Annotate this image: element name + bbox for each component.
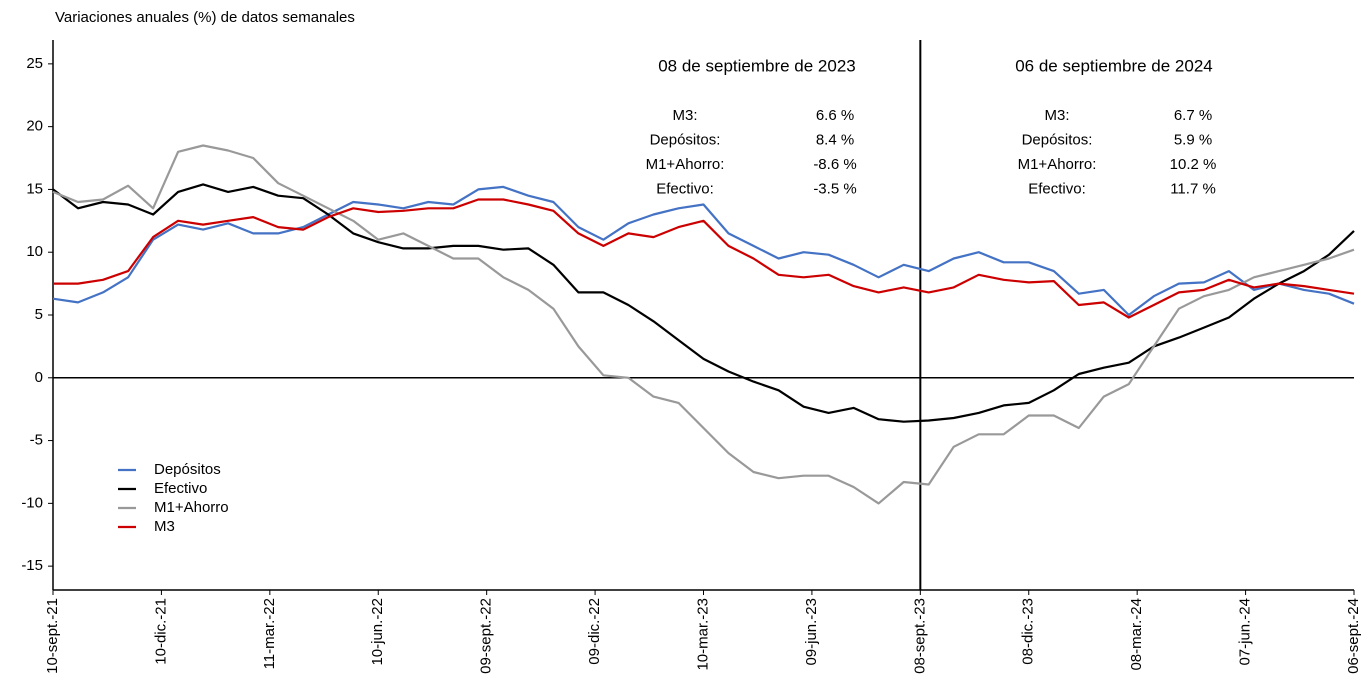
series-line: [53, 198, 1355, 319]
annotation-title: 06 de septiembre de 2024: [1015, 56, 1213, 75]
x-tick-label: 08-dic.-23: [1020, 598, 1037, 665]
annotation-label: M3:: [1044, 107, 1069, 124]
legend-label: M3: [154, 518, 175, 535]
annotation-label: Depósitos:: [650, 131, 721, 148]
annotation-value: 6.6 %: [816, 107, 854, 124]
y-tick-label: -5: [30, 432, 43, 449]
x-tick-label: 08-mar.-24: [1128, 598, 1145, 671]
chart-title: Variaciones anuales (%) de datos semanal…: [55, 9, 355, 26]
annotation-value: 6.7 %: [1174, 107, 1212, 124]
annotation-label: M1+Ahorro:: [1018, 156, 1097, 173]
legend-label: Efectivo: [154, 480, 207, 497]
annotation-value: -3.5 %: [813, 180, 856, 197]
x-tick-label: 10-sept.-21: [44, 598, 61, 674]
annotation-label: M1+Ahorro:: [646, 156, 725, 173]
legend-label: Depósitos: [154, 461, 221, 478]
annotation-value: 5.9 %: [1174, 131, 1212, 148]
x-tick-label: 06-sept.-24: [1345, 598, 1362, 674]
y-tick-label: -10: [21, 494, 43, 511]
annotation-value: 8.4 %: [816, 131, 854, 148]
annotation-value: 11.7 %: [1170, 180, 1216, 197]
annotation-value: 10.2 %: [1170, 156, 1217, 173]
x-tick-label: 07-jun.-24: [1237, 598, 1254, 666]
annotation-label: Efectivo:: [1028, 180, 1086, 197]
annotation-label: Depósitos:: [1022, 131, 1093, 148]
annotation-title: 08 de septiembre de 2023: [658, 56, 856, 75]
y-tick-label: 15: [26, 180, 43, 197]
series-line: [52, 144, 1355, 505]
annotation-label: Efectivo:: [656, 180, 714, 197]
x-tick-label: 09-jun.-23: [803, 598, 820, 666]
x-tick-label: 09-dic.-22: [586, 598, 603, 665]
y-tick-label: 0: [35, 369, 43, 386]
x-tick-label: 09-sept.-22: [478, 598, 495, 674]
x-tick-label: 10-dic.-21: [152, 598, 169, 665]
y-tick-label: 10: [26, 243, 43, 260]
annotation-value: -8.6 %: [813, 156, 856, 173]
annotation-label: M3:: [672, 107, 697, 124]
x-tick-label: 11-mar.-22: [261, 598, 278, 669]
x-tick-label: 10-jun.-22: [369, 598, 386, 666]
y-tick-label: -15: [21, 557, 43, 574]
legend-label: M1+Ahorro: [154, 499, 229, 516]
series-line: [52, 183, 1355, 423]
x-tick-label: 10-mar.-23: [694, 598, 711, 671]
x-tick-label: 08-sept.-23: [911, 598, 928, 674]
y-tick-label: 25: [26, 55, 43, 72]
series-line: [52, 185, 1355, 317]
y-tick-label: 20: [26, 118, 43, 135]
y-tick-label: 5: [35, 306, 43, 323]
